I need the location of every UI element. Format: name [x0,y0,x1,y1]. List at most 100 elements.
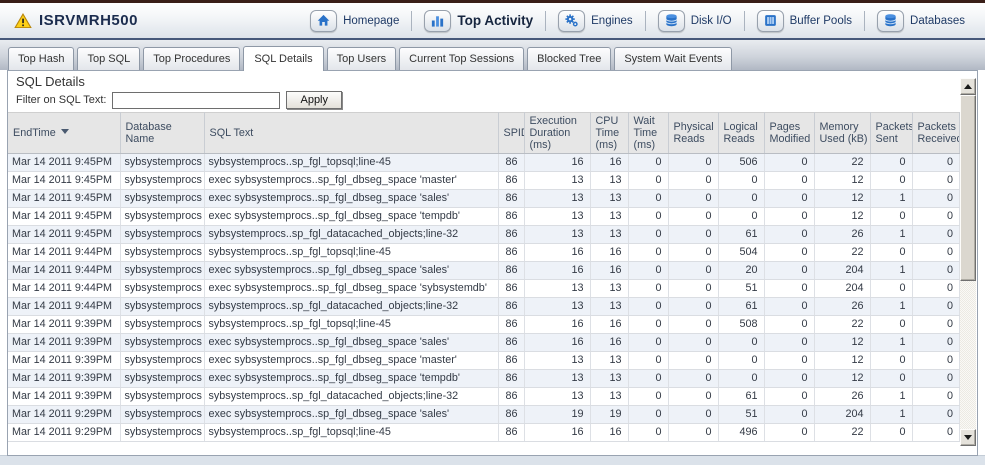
table-row[interactable]: Mar 14 2011 9:45PM sybsystemprocs exec syb… [8,171,960,190]
cell-cpu-time-ms: 13 [590,351,629,370]
cell-packets-received: 0 [912,225,960,244]
cell-wait-time-ms: 0 [628,369,669,388]
cell-physical-reads: 0 [668,423,719,442]
cell-cpu-time-ms: 13 [590,387,629,406]
column-header-spid[interactable]: SPID [498,112,525,154]
cell-database-name: sybsystemprocs [120,225,205,244]
nav-engines[interactable]: Engines [548,9,643,32]
column-header-sql-text[interactable]: SQL Text [204,112,499,154]
cell-sql-text: exec sybsystemprocs..sp_fgl_dbseg_space … [204,333,499,352]
table-row[interactable]: Mar 14 2011 9:44PM sybsystemprocs exec syb… [8,261,960,280]
cell-database-name: sybsystemprocs [120,369,205,388]
cell-memory-used-kb: 12 [814,369,871,388]
cell-packets-received: 0 [912,333,960,352]
apply-button[interactable]: Apply [286,91,343,109]
cell-packets-received: 0 [912,171,960,190]
cell-spid: 86 [498,153,525,172]
table-row[interactable]: Mar 14 2011 9:39PM sybsystemprocs sybsyste… [8,387,960,406]
table-row[interactable]: Mar 14 2011 9:39PM sybsystemprocs exec syb… [8,333,960,352]
column-header-memory-used-kb[interactable]: Memory Used (kB) [814,112,871,154]
nav-buffer-pools[interactable]: Buffer Pools [747,9,862,32]
cell-database-name: sybsystemprocs [120,243,205,262]
cell-pages-modified: 0 [764,207,815,226]
cell-spid: 86 [498,243,525,262]
cell-cpu-time-ms: 19 [590,405,629,424]
disk-cylinder-icon [657,9,685,32]
column-header-packets-received[interactable]: Packets Received [912,112,960,154]
cell-pages-modified: 0 [764,387,815,406]
cell-execution-duration-ms: 13 [524,351,591,370]
tab-blocked-tree[interactable]: Blocked Tree [527,47,612,70]
sort-desc-icon [60,129,69,138]
cell-packets-sent: 0 [870,315,913,334]
filter-label: Filter on SQL Text: [16,94,107,106]
nav-databases[interactable]: Databases [867,9,975,32]
tab-top-hash[interactable]: Top Hash [8,47,75,70]
column-header-packets-sent[interactable]: Packets Sent [870,112,913,154]
nav-top-activity[interactable]: Top Activity [414,9,543,32]
cell-cpu-time-ms: 13 [590,225,629,244]
cell-spid: 86 [498,405,525,424]
cell-sql-text: exec sybsystemprocs..sp_fgl_dbseg_space … [204,171,499,190]
cell-database-name: sybsystemprocs [120,261,205,280]
cell-wait-time-ms: 0 [628,387,669,406]
scroll-down-icon[interactable] [960,429,976,446]
cell-spid: 86 [498,351,525,370]
cell-sql-text: sybsystemprocs..sp_fgl_topsql;line-45 [204,423,499,442]
cell-endtime: Mar 14 2011 9:45PM [8,171,121,190]
cell-packets-received: 0 [912,405,960,424]
tab-system-wait-events[interactable]: System Wait Events [614,47,733,70]
column-header-pages-modified[interactable]: Pages Modified [764,112,815,154]
cell-pages-modified: 0 [764,369,815,388]
nav-disk-i-o[interactable]: Disk I/O [648,9,742,32]
column-header-logical-reads[interactable]: Logical Reads [718,112,765,154]
cell-database-name: sybsystemprocs [120,351,205,370]
table-row[interactable]: Mar 14 2011 9:45PM sybsystemprocs sybsyste… [8,225,960,244]
cell-physical-reads: 0 [668,189,719,208]
cell-sql-text: exec sybsystemprocs..sp_fgl_dbseg_space … [204,279,499,298]
nav-divider [411,10,413,31]
cell-packets-sent: 1 [870,297,913,316]
table-row[interactable]: Mar 14 2011 9:39PM sybsystemprocs sybsyste… [8,315,960,334]
cell-packets-received: 0 [912,243,960,262]
cell-wait-time-ms: 0 [628,243,669,262]
cell-memory-used-kb: 22 [814,423,871,442]
cell-wait-time-ms: 0 [628,171,669,190]
tab-top-users[interactable]: Top Users [326,47,397,70]
table-row[interactable]: Mar 14 2011 9:29PM sybsystemprocs exec syb… [8,405,960,424]
tab-top-sql[interactable]: Top SQL [77,47,141,70]
tab-top-procedures[interactable]: Top Procedures [143,47,241,70]
scrollbar-thumb[interactable] [960,95,976,281]
table-row[interactable]: Mar 14 2011 9:45PM sybsystemprocs exec syb… [8,189,960,208]
column-header-wait-time-ms[interactable]: Wait Time (ms) [628,112,669,154]
table-row[interactable]: Mar 14 2011 9:45PM sybsystemprocs sybsyste… [8,153,960,172]
cell-execution-duration-ms: 16 [524,315,591,334]
table-row[interactable]: Mar 14 2011 9:39PM sybsystemprocs exec syb… [8,369,960,388]
column-header-physical-reads[interactable]: Physical Reads [668,112,719,154]
table-row[interactable]: Mar 14 2011 9:44PM sybsystemprocs exec syb… [8,279,960,298]
table-row[interactable]: Mar 14 2011 9:29PM sybsystemprocs sybsyste… [8,423,960,442]
table-row[interactable]: Mar 14 2011 9:44PM sybsystemprocs sybsyste… [8,297,960,316]
cell-packets-sent: 0 [870,207,913,226]
tab-current-top-sessions[interactable]: Current Top Sessions [399,47,525,70]
cell-pages-modified: 0 [764,279,815,298]
cell-sql-text: exec sybsystemprocs..sp_fgl_dbseg_space … [204,207,499,226]
cell-logical-reads: 61 [718,225,765,244]
table-row[interactable]: Mar 14 2011 9:44PM sybsystemprocs sybsyste… [8,243,960,262]
tab-sql-details[interactable]: SQL Details [243,46,324,71]
column-header-endtime[interactable]: EndTime [8,112,121,154]
table-row[interactable]: Mar 14 2011 9:45PM sybsystemprocs exec syb… [8,207,960,226]
scroll-up-icon[interactable] [960,78,976,95]
cell-memory-used-kb: 204 [814,279,871,298]
nav-homepage[interactable]: Homepage [300,9,409,32]
cell-endtime: Mar 14 2011 9:39PM [8,369,121,388]
cell-sql-text: sybsystemprocs..sp_fgl_topsql;line-45 [204,315,499,334]
column-header-database-name[interactable]: Database Name [120,112,205,154]
table-row[interactable]: Mar 14 2011 9:39PM sybsystemprocs exec syb… [8,351,960,370]
column-header-execution-duration-ms[interactable]: Execution Duration (ms) [524,112,591,154]
column-header-cpu-time-ms[interactable]: CPU Time (ms) [590,112,629,154]
cell-database-name: sybsystemprocs [120,153,205,172]
filter-row: Filter on SQL Text: Apply [8,90,977,112]
sql-filter-input[interactable] [112,91,281,109]
cell-logical-reads: 20 [718,261,765,280]
